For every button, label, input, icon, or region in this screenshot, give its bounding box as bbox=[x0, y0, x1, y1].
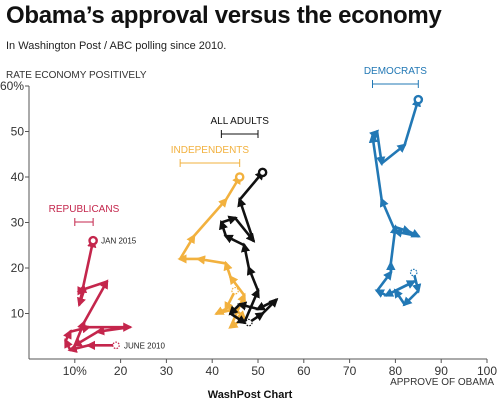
republicans-start-point bbox=[112, 341, 120, 350]
republicans-segment bbox=[94, 325, 132, 336]
republicans-segment bbox=[73, 319, 86, 347]
y-axis-label: RATE ECONOMY POSITIVELY bbox=[6, 70, 147, 81]
democrats-segment bbox=[374, 289, 388, 298]
democrats-segment bbox=[375, 270, 393, 293]
x-tick-label: 10% bbox=[63, 364, 87, 378]
all-adults-segment bbox=[242, 288, 260, 324]
x-tick-label: 50 bbox=[251, 364, 265, 378]
all-adults-segment bbox=[237, 197, 255, 242]
democrats-segment bbox=[380, 143, 407, 165]
independents-end-point bbox=[234, 172, 245, 182]
all-adults-segment bbox=[228, 303, 241, 316]
all-adults-start-point bbox=[245, 318, 253, 327]
independents-segment bbox=[223, 260, 233, 279]
all-adults-segment bbox=[223, 234, 246, 247]
x-tick-label: 20 bbox=[114, 364, 128, 378]
independents-segment bbox=[192, 197, 228, 238]
all-adults-segment bbox=[220, 215, 238, 225]
democrats-segment bbox=[375, 130, 386, 167]
all-adults-segment bbox=[236, 301, 260, 311]
democrats-segment bbox=[392, 228, 420, 238]
y-tick-label: 10 bbox=[11, 307, 25, 321]
chart-title: Obama’s approval versus the economy bbox=[6, 2, 442, 29]
x-axis-label: APPROVE OF OBAMA bbox=[390, 377, 494, 388]
annotation-june-2010: JUNE 2010 bbox=[124, 341, 165, 350]
all-adults-label: ALL ADULTS bbox=[211, 116, 270, 127]
all-adults-segment bbox=[240, 242, 251, 270]
all-adults-segment bbox=[238, 170, 265, 202]
democrats-segment bbox=[368, 133, 383, 202]
x-tick-label: 40 bbox=[206, 364, 220, 378]
democrats-label: DEMOCRATS bbox=[364, 66, 427, 77]
democrats-segment bbox=[379, 197, 397, 233]
all-adults-end-point bbox=[257, 167, 268, 178]
republicans-segment bbox=[67, 343, 90, 353]
democrats-end-point bbox=[413, 94, 424, 105]
x-tick-label: 80 bbox=[389, 364, 403, 378]
all-adults-segment bbox=[233, 216, 256, 243]
y-tick-label: 30 bbox=[11, 216, 25, 230]
independents-segment bbox=[178, 233, 196, 261]
democrats-segment bbox=[402, 289, 420, 307]
all-adults-segment bbox=[246, 265, 260, 293]
democrats-segment bbox=[403, 96, 421, 147]
republicans-end-point bbox=[88, 235, 98, 246]
republicans-segment bbox=[63, 329, 72, 343]
republicans-segment bbox=[72, 330, 99, 347]
republicans-label: REPUBLICANS bbox=[49, 204, 120, 215]
democrats-segment bbox=[393, 288, 406, 306]
y-tick-label: 20 bbox=[11, 261, 25, 275]
x-tick-label: 60 bbox=[297, 364, 311, 378]
independents-start-point bbox=[231, 286, 239, 295]
x-tick-label: 90 bbox=[435, 364, 449, 378]
democrats-start-point bbox=[409, 268, 418, 277]
independents-segment bbox=[228, 274, 246, 297]
republicans-segment bbox=[78, 237, 97, 306]
all-adults-segment bbox=[219, 219, 228, 238]
y-tick-label: 60% bbox=[0, 79, 24, 93]
all-adults-segment bbox=[229, 312, 247, 325]
democrats-segment bbox=[383, 280, 416, 297]
all-adults-segment bbox=[255, 298, 278, 311]
y-tick-label: 50 bbox=[11, 125, 25, 139]
x-tick-label: 30 bbox=[160, 364, 174, 378]
republicans-segment bbox=[64, 338, 73, 352]
y-tick-label: 40 bbox=[11, 170, 25, 184]
x-tick-label: 70 bbox=[343, 364, 357, 378]
independents-segment bbox=[195, 255, 228, 265]
annotation-jan-2015: JAN 2015 bbox=[101, 237, 137, 246]
chart-credit: WashPost Chart bbox=[207, 389, 293, 401]
chart-subtitle: In Washington Post / ABC polling since 2… bbox=[6, 40, 227, 52]
x-tick-label: 100 bbox=[477, 364, 497, 378]
independents-label: INDEPENDENTS bbox=[171, 145, 250, 156]
republicans-segment bbox=[82, 279, 109, 324]
